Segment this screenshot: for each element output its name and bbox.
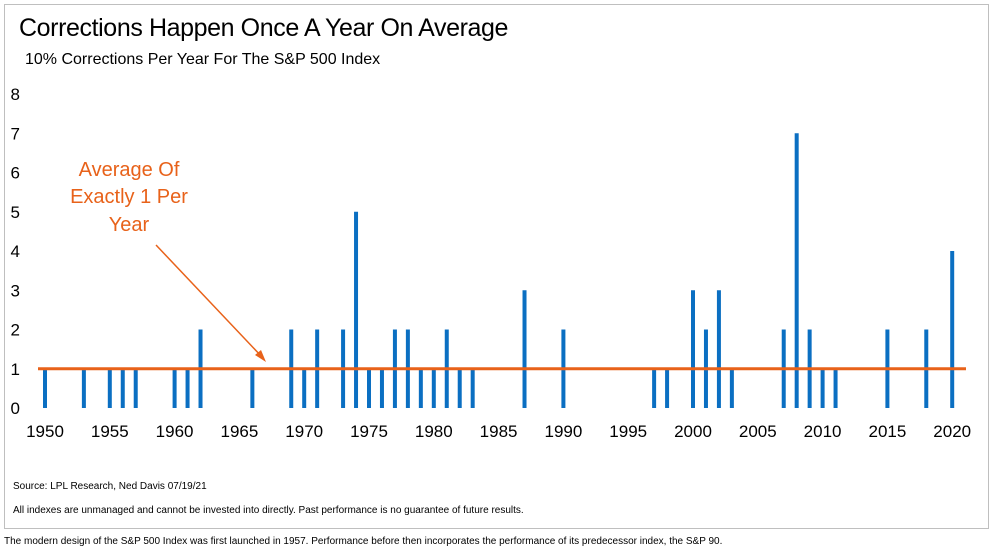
bar-1956 [120,368,125,408]
annotation-line-2: Exactly 1 Per [70,186,188,208]
x-tick-label: 1970 [285,422,323,441]
x-tick-label: 1995 [609,422,647,441]
bar-2002 [716,290,721,408]
x-tick-label: 1975 [350,422,388,441]
y-tick-label: 3 [11,281,20,300]
chart-frame [4,4,989,529]
y-tick-label: 1 [11,360,20,379]
bar-1982 [457,368,462,408]
bar-1998 [665,368,670,408]
x-tick-label: 1990 [544,422,582,441]
bar-1957 [133,368,138,408]
x-tick-label: 2010 [804,422,842,441]
annotation-arrow-head [255,350,266,362]
y-tick-label: 7 [11,124,20,143]
y-axis-ticks: 0 1 2 3 4 5 6 7 8 [11,85,20,418]
chart-title: Corrections Happen Once A Year On Averag… [19,14,509,42]
bar-2008 [794,133,799,408]
x-tick-label: 2005 [739,422,777,441]
source-note: Source: LPL Research, Ned Davis 07/19/21 [13,481,207,492]
bar-2011 [833,368,838,408]
bar-1976 [379,368,384,408]
bar-1997 [652,368,657,408]
bar-2020 [950,251,955,408]
bar-1980 [431,368,436,408]
bar-1960 [172,368,177,408]
y-tick-label: 8 [11,85,20,104]
x-tick-label: 1950 [26,422,64,441]
x-tick-label: 1985 [480,422,518,441]
footnote: The modern design of the S&P 500 Index w… [4,536,723,547]
bar-1979 [418,368,423,408]
annotation-line-3: Year [109,214,150,236]
disclaimer-note: All indexes are unmanaged and cannot be … [13,505,524,516]
y-tick-label: 4 [11,242,20,261]
y-tick-label: 2 [11,321,20,340]
bar-1953 [81,368,86,408]
bar-1975 [367,368,371,408]
bar-1974 [354,211,359,408]
bar-2003 [729,368,734,408]
bar-1966 [250,368,255,408]
bar-2000 [691,290,695,408]
bar-1950 [43,368,47,408]
x-tick-label: 1965 [220,422,258,441]
y-tick-label: 0 [11,399,20,418]
chart-subtitle: 10% Corrections Per Year For The S&P 500… [25,51,381,68]
x-tick-label: 1960 [156,422,194,441]
x-tick-label: 1955 [91,422,129,441]
x-tick-label: 1980 [415,422,453,441]
annotation-arrow [155,244,264,359]
bar-2010 [820,368,825,408]
x-axis-ticks: 1950 1955 1960 1965 1970 1975 1980 1985 1990 1995… [26,422,971,441]
x-tick-label: 2020 [933,422,971,441]
bar-1983 [470,368,475,408]
bar-1961 [185,368,190,408]
bar-1970 [302,368,307,408]
x-tick-label: 2015 [868,422,906,441]
y-tick-label: 6 [11,164,20,183]
y-tick-label: 5 [11,203,20,222]
bar-1955 [107,368,112,408]
x-tick-label: 2000 [674,422,712,441]
bar-1987 [522,290,527,408]
annotation-line-1: Average Of [79,159,180,181]
annotation: Average Of Exactly 1 Per Year [70,159,188,236]
